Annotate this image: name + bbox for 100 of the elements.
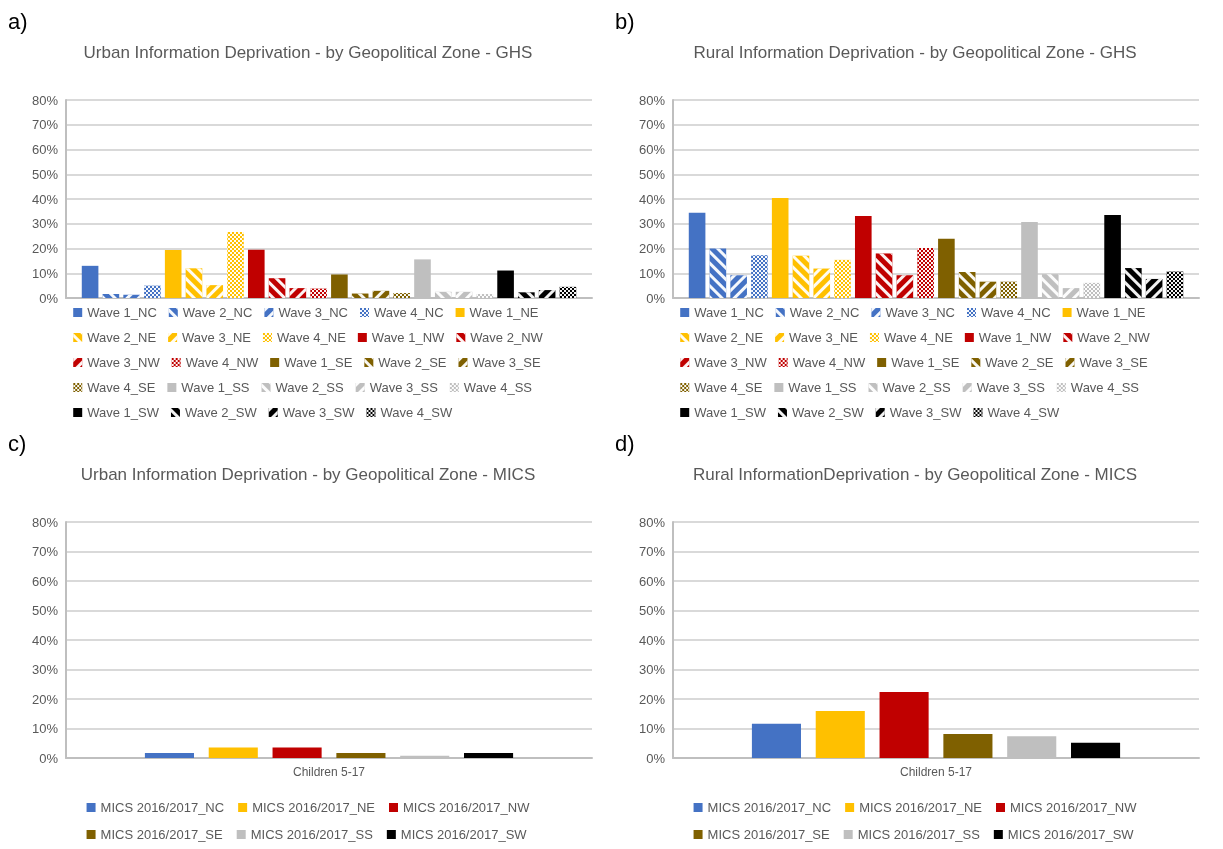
y-tick-label: 20% — [638, 241, 666, 256]
legend-label: MICS 2016/2017_SS — [857, 827, 981, 842]
legend-label: Wave 3_NW — [87, 355, 161, 370]
bar — [815, 711, 865, 758]
bar — [247, 249, 265, 298]
bar — [751, 723, 801, 758]
y-tick-label: 40% — [638, 632, 666, 648]
legend-label: Wave 3_SE — [472, 355, 541, 370]
legend-label: Wave 3_SS — [976, 380, 1046, 395]
bar — [1104, 215, 1121, 298]
y-tick-label: 70% — [638, 117, 666, 133]
legend-label: Wave 4_SE — [694, 380, 763, 395]
legend-label: Wave 2_NC — [182, 305, 253, 320]
y-tick-label: 70% — [31, 117, 59, 133]
chart-title: Rural InformationDeprivation - by Geopolitical Zone - MICS — [692, 464, 1138, 484]
text: c) — [8, 430, 27, 456]
y-tick-label: 20% — [31, 691, 59, 707]
y-tick-label: 80% — [31, 92, 59, 108]
legend-label: Wave 1_SS — [788, 380, 857, 395]
legend-label: Wave 3_SW — [889, 405, 963, 420]
bar — [164, 249, 182, 298]
y-tick-label: 0% — [39, 290, 59, 306]
legend-label: Wave 1_NW — [371, 330, 446, 345]
bar — [943, 734, 993, 758]
legend-label: Wave 2_NW — [470, 330, 544, 345]
y-tick-label: 80% — [638, 514, 666, 530]
legend-label: MICS 2016/2017_NE — [252, 800, 376, 815]
y-tick-label: 0% — [646, 290, 666, 306]
bar — [938, 238, 955, 298]
legend-label: Wave 2_SS — [882, 380, 952, 395]
bar — [1071, 742, 1121, 758]
legend-label: MICS 2016/2017_SS — [250, 827, 374, 842]
y-tick-label: 60% — [638, 142, 666, 157]
legend-label: MICS 2016/2017_SW — [1007, 827, 1135, 842]
bar — [879, 691, 929, 758]
legend-label: MICS 2016/2017_NW — [1009, 800, 1138, 815]
legend-label: MICS 2016/2017_SW — [400, 827, 528, 842]
y-tick-label: 40% — [31, 632, 59, 648]
legend-label: Wave 2_NW — [1077, 330, 1151, 345]
legend-label: Wave 2_NE — [694, 330, 764, 345]
legend-label: Wave 1_NE — [469, 305, 539, 320]
y-tick-label: 0% — [646, 750, 666, 766]
y-tick-label: 30% — [638, 216, 666, 232]
legend-label: Wave 2_NE — [87, 330, 157, 345]
legend-label: Wave 3_NC — [885, 305, 956, 320]
legend-label: Wave 2_NC — [789, 305, 860, 320]
legend-label: Wave 3_NW — [694, 355, 768, 370]
y-tick-label: 10% — [31, 265, 59, 281]
legend-label: Wave 2_SE — [378, 355, 447, 370]
legend-label: Wave 4_NE — [883, 330, 954, 345]
legend-label: Wave 1_NW — [978, 330, 1053, 345]
bar — [771, 198, 789, 298]
legend-label: Wave 3_NE — [182, 330, 252, 345]
y-tick-label: 80% — [31, 514, 59, 530]
y-tick-label: 20% — [31, 241, 59, 256]
legend-label: Wave 4_SW — [380, 405, 453, 420]
bar — [854, 216, 872, 298]
legend-label: Wave 1_NC — [87, 305, 157, 320]
text: d) — [615, 430, 635, 456]
legend-label: Wave 1_NE — [1076, 305, 1146, 320]
legend-label: Wave 4_SW — [987, 405, 1060, 420]
y-tick-label: 60% — [638, 573, 666, 589]
bar — [688, 212, 706, 298]
y-tick-label: 20% — [638, 691, 666, 707]
bar — [331, 274, 348, 298]
legend-label: MICS 2016/2017_NC — [100, 800, 225, 815]
legend-label: Wave 1_NC — [694, 305, 764, 320]
y-tick-label: 50% — [638, 603, 666, 618]
chart-title: Urban Information Deprivation - by Geopolitical Zone - GHS — [83, 42, 533, 62]
legend-label: Wave 3_SS — [369, 380, 439, 395]
y-tick-label: 80% — [638, 92, 666, 108]
legend-label: Wave 2_SW — [791, 405, 865, 420]
chart-title: Rural Information Deprivation - by Geopolitical Zone - GHS — [693, 42, 1137, 62]
legend-label: MICS 2016/2017_NC — [707, 800, 832, 815]
legend-label: Wave 3_SW — [282, 405, 356, 420]
y-tick-label: 50% — [31, 603, 59, 618]
legend-label: MICS 2016/2017_SE — [707, 827, 831, 842]
legend-label: Wave 2_SW — [184, 405, 258, 420]
y-tick-label: 0% — [39, 750, 59, 766]
legend-label: Wave 1_SW — [694, 405, 767, 420]
y-tick-label: 10% — [638, 721, 666, 736]
legend-label: Wave 2_SS — [275, 380, 345, 395]
legend-label: Wave 1_SE — [891, 355, 960, 370]
y-tick-label: 60% — [31, 142, 59, 157]
text: b) — [615, 8, 635, 34]
x-tick-label: Children 5-17 — [899, 765, 973, 779]
text: a) — [8, 8, 28, 34]
legend-label: Wave 4_NE — [276, 330, 347, 345]
legend-label: Wave 2_SE — [985, 355, 1054, 370]
y-tick-label: 70% — [638, 544, 666, 559]
y-tick-label: 40% — [638, 191, 666, 207]
legend-label: Wave 4_SE — [87, 380, 156, 395]
y-tick-label: 30% — [638, 662, 666, 677]
bar — [81, 265, 99, 298]
bar — [497, 270, 514, 298]
legend-label: MICS 2016/2017_NE — [859, 800, 983, 815]
y-tick-label: 40% — [31, 191, 59, 207]
y-tick-label: 60% — [31, 573, 59, 589]
legend-label: Wave 1_SE — [284, 355, 353, 370]
legend-label: Wave 3_SE — [1079, 355, 1148, 370]
